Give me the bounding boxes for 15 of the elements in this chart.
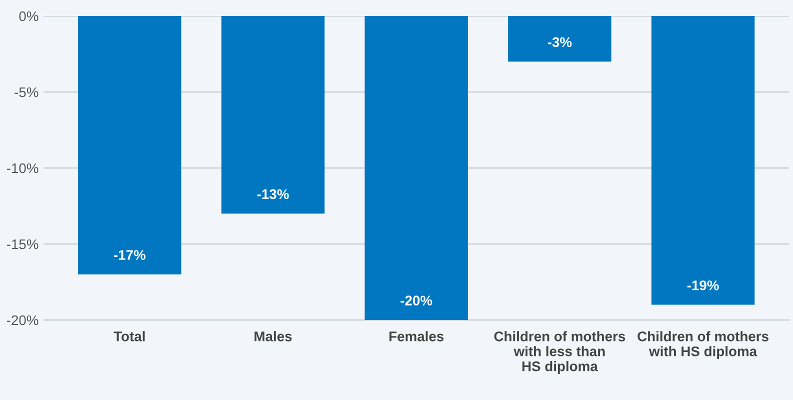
y-tick-label: 0% (19, 11, 38, 22)
y-tick-label: -20% (6, 315, 38, 326)
data-label: -20% (400, 296, 432, 306)
x-tick-label: Children of mothers with HS diploma (638, 331, 768, 360)
data-label: -3% (548, 37, 572, 48)
x-tick-label: Males (254, 331, 292, 342)
y-tick-label: -10% (6, 163, 38, 174)
data-label: -13% (257, 189, 289, 200)
y-tick-label: -5% (14, 87, 38, 98)
y-tick-label: -15% (6, 239, 38, 250)
x-tick-label: Children of mothers with less than HS diploma (494, 331, 626, 374)
data-label: -19% (687, 280, 719, 290)
x-tick-label: Females (389, 331, 444, 342)
data-label: -17% (114, 250, 146, 260)
x-tick-label: Total (114, 331, 145, 342)
